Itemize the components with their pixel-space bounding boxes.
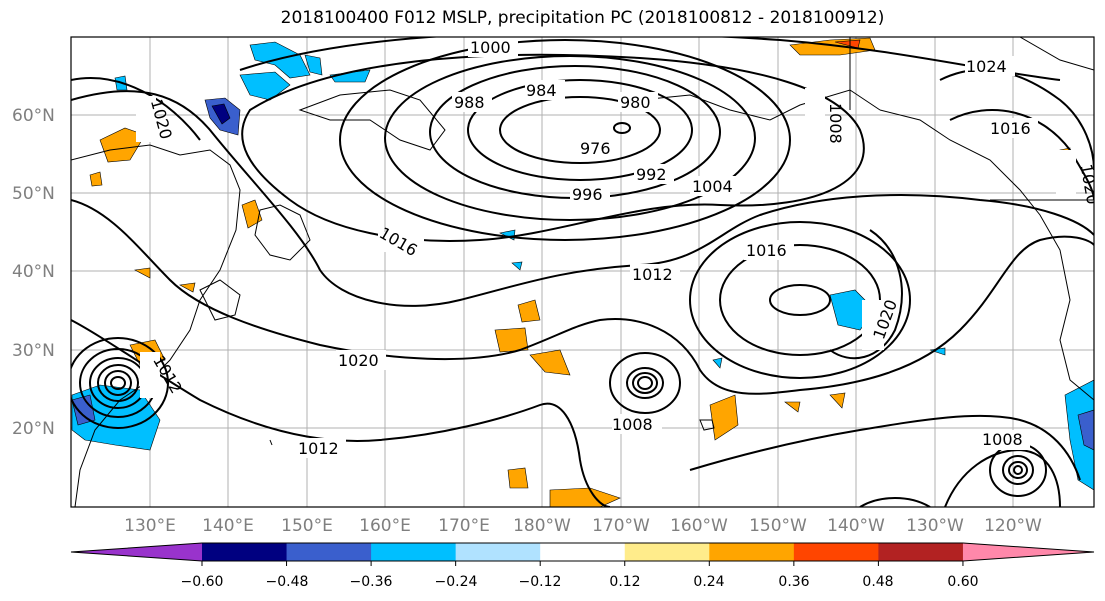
contour-label: 976 [580, 139, 611, 158]
colorbar-tick: −0.24 [435, 574, 478, 590]
map-frame [70, 36, 1095, 508]
contour-label: 1020 [338, 351, 379, 370]
colorbar-segment [202, 543, 288, 561]
contour-label: 1008 [826, 103, 845, 144]
map-title: 2018100400 F012 MSLP, precipitation PC (… [280, 8, 885, 28]
contour-label: 988 [454, 93, 485, 112]
lat-label: 60°N [12, 106, 55, 126]
lon-label: 160°E [359, 516, 411, 536]
contour-label: 1008 [612, 415, 653, 434]
colorbar-segment [878, 543, 964, 561]
colorbar-tick: −0.12 [519, 574, 562, 590]
longitude-labels: 130°E 140°E 150°E 160°E 170°E 180°W 170°… [124, 516, 1042, 536]
lon-label: 120°W [984, 516, 1042, 536]
lon-label: 160°W [670, 516, 728, 536]
lon-label: 130°W [906, 516, 964, 536]
coastlines [71, 37, 1094, 507]
colorbar-extension-max [962, 543, 1094, 561]
colorbar-segment [371, 543, 457, 561]
contour-label: 1024 [966, 57, 1007, 76]
colorbar-tick: −0.48 [266, 574, 309, 590]
contour-label: 1004 [692, 177, 733, 196]
colorbar-segment [709, 543, 795, 561]
colorbar-segment [793, 543, 879, 561]
contour-label: 992 [636, 165, 667, 184]
contour-label: 1012 [632, 265, 673, 284]
contour-label: 980 [620, 93, 651, 112]
colorbar-tick: 0.60 [947, 574, 978, 590]
colorbar-tick: −0.36 [350, 574, 393, 590]
colorbar-tick: 0.36 [778, 574, 809, 590]
lon-label: 130°E [124, 516, 176, 536]
colorbar-tick: 0.24 [693, 574, 724, 590]
colorbar-extension-min [71, 543, 202, 561]
lon-label: 170°E [438, 516, 490, 536]
colorbar-segment [540, 543, 626, 561]
colorbar-segment [286, 543, 372, 561]
colorbar-tick: 0.12 [609, 574, 640, 590]
colorbar-tick: −0.60 [181, 574, 224, 590]
contour-label: 1016 [990, 119, 1031, 138]
colorbar-segment [455, 543, 541, 561]
colorbar-tick-labels: −0.60 −0.48 −0.36 −0.24 −0.12 0.12 0.24 … [181, 574, 979, 590]
lon-label: 170°W [592, 516, 650, 536]
lon-label: 140°W [827, 516, 885, 536]
lat-label: 50°N [12, 184, 55, 204]
colorbar-segments [70, 542, 1095, 566]
contour-label: 1000 [470, 38, 511, 57]
contour-label: 1016 [746, 241, 787, 260]
contour-label: 1008 [982, 430, 1023, 449]
lon-label: 180°W [513, 516, 571, 536]
colorbar-tick: 0.48 [862, 574, 893, 590]
lat-label: 20°N [12, 419, 55, 439]
contour-label: 996 [572, 185, 603, 204]
lon-label: 150°W [749, 516, 807, 536]
contour-label: 984 [526, 81, 557, 100]
contour-label: 1012 [298, 439, 339, 458]
lat-label: 40°N [12, 262, 55, 282]
colorbar-segment [624, 543, 710, 561]
lon-label: 140°E [202, 516, 254, 536]
latitude-labels: 60°N 50°N 40°N 30°N 20°N [12, 106, 55, 439]
colorbar: −0.60 −0.48 −0.36 −0.24 −0.12 0.12 0.24 … [70, 542, 1095, 590]
lon-label: 150°E [281, 516, 333, 536]
lat-label: 30°N [12, 341, 55, 361]
